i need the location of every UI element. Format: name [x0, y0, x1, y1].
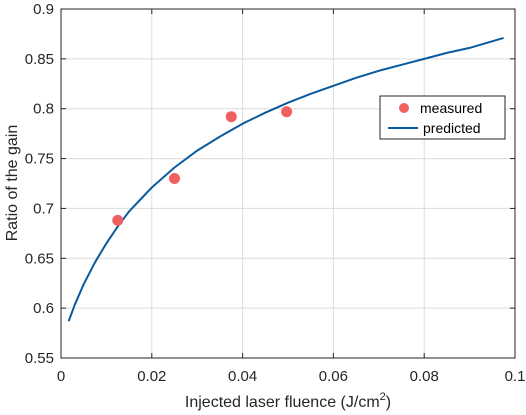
legend-marker-measured [399, 103, 409, 113]
legend-label-measured: measured [420, 100, 482, 116]
x-tick-label: 0 [57, 368, 65, 385]
x-tick-label: 0.08 [410, 368, 439, 385]
predicted-line [67, 36, 504, 322]
y-tick-label: 0.65 [25, 250, 54, 267]
plot-background [61, 9, 515, 358]
y-tick-label: 0.85 [25, 51, 54, 68]
x-axis-label-main: Injected laser fluence (J/cm [185, 394, 380, 411]
x-tick-label: 0.02 [137, 368, 166, 385]
x-tick-label: 0.06 [319, 368, 348, 385]
x-axis-label-tail: ) [386, 394, 391, 411]
y-tick-label: 0.9 [33, 1, 54, 18]
measured-point [281, 106, 293, 118]
measured-point [112, 214, 124, 226]
y-axis-label: Ratio of the gain [4, 125, 21, 242]
measured-point [169, 173, 180, 185]
legend-label-predicted: predicted [423, 120, 481, 136]
x-tick-label: 0.1 [505, 368, 526, 385]
x-axis-label: Injected laser fluence (J/cm2) [185, 391, 391, 411]
legend: measured predicted [379, 95, 506, 140]
ticks: 0 0.02 0.04 0.06 0.08 0.1 0.55 0.6 0.65 0.7 0.75 0.… [25, 1, 526, 385]
y-tick-label: 0.75 [25, 151, 54, 168]
measured-point [225, 111, 237, 123]
plot-frame [60, 8, 516, 359]
x-tick-label: 0.04 [228, 368, 257, 385]
legend-box [379, 95, 506, 140]
x-axis-label-superscript: 2 [380, 391, 386, 403]
y-tick-label: 0.55 [25, 350, 54, 367]
y-tick-label: 0.8 [33, 101, 54, 118]
y-tick-label: 0.7 [33, 200, 54, 217]
series-layer [67, 36, 504, 322]
y-tick-label: 0.6 [33, 300, 54, 317]
